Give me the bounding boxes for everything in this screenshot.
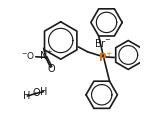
Text: N$^{+}$: N$^{+}$: [40, 49, 54, 62]
Text: H: H: [40, 87, 48, 97]
Text: O: O: [47, 64, 55, 74]
Text: Br$^{-}$: Br$^{-}$: [94, 37, 112, 49]
Text: O: O: [32, 88, 40, 98]
Text: P$^{+}$: P$^{+}$: [98, 51, 113, 64]
Text: H: H: [23, 91, 31, 101]
Text: $^{-}$O: $^{-}$O: [21, 50, 35, 61]
